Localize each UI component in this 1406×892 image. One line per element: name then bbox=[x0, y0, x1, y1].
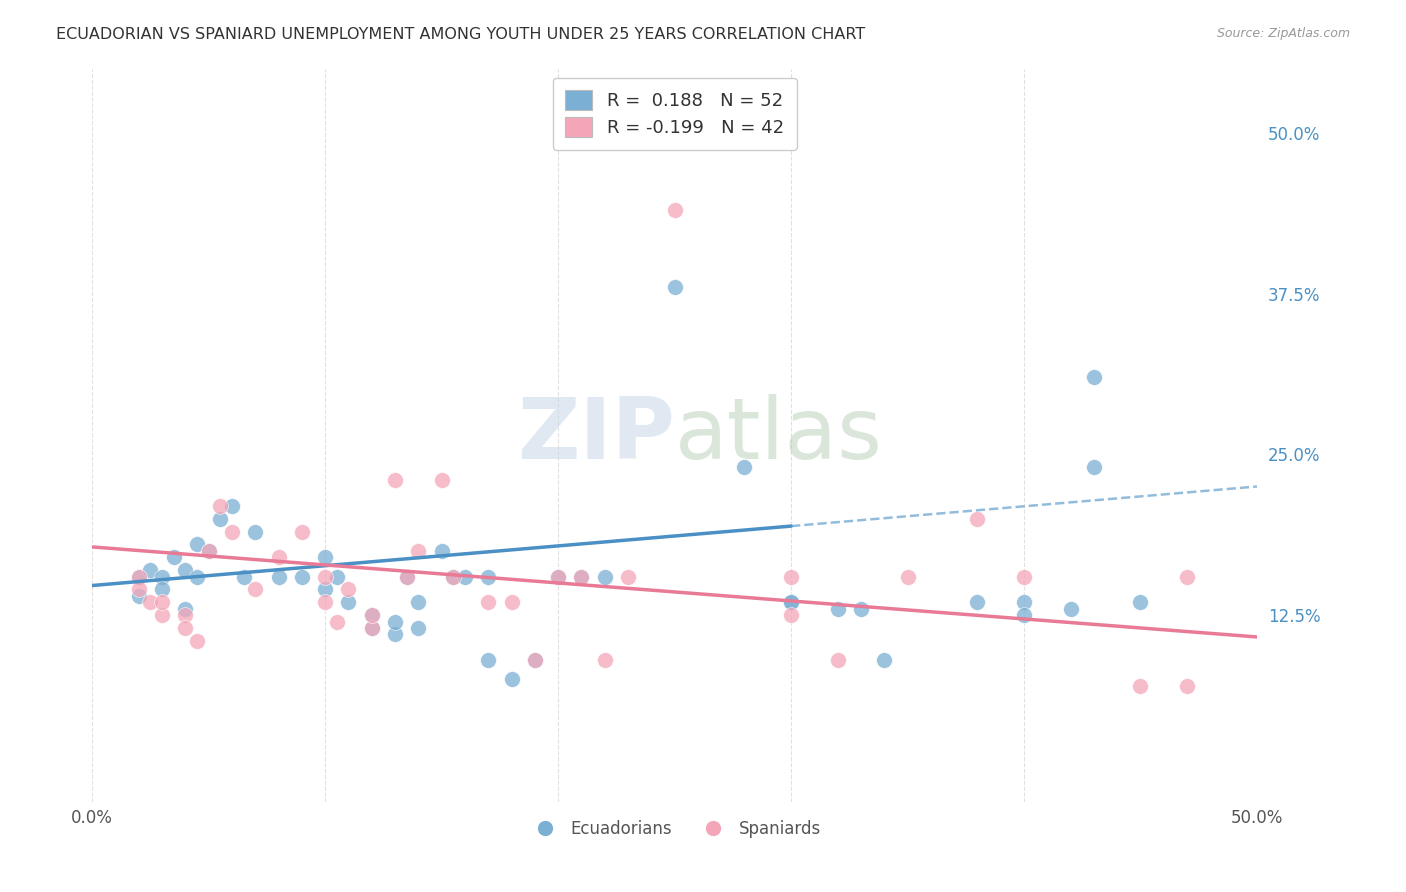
Point bbox=[593, 653, 616, 667]
Point bbox=[139, 595, 162, 609]
Point bbox=[1012, 595, 1035, 609]
Point bbox=[395, 569, 418, 583]
Point bbox=[966, 595, 988, 609]
Point bbox=[896, 569, 918, 583]
Point bbox=[186, 633, 208, 648]
Text: ECUADORIAN VS SPANIARD UNEMPLOYMENT AMONG YOUTH UNDER 25 YEARS CORRELATION CHART: ECUADORIAN VS SPANIARD UNEMPLOYMENT AMON… bbox=[56, 27, 866, 42]
Point bbox=[1129, 595, 1152, 609]
Point bbox=[571, 569, 593, 583]
Point bbox=[523, 653, 546, 667]
Point bbox=[430, 543, 453, 558]
Text: ZIP: ZIP bbox=[517, 393, 675, 476]
Point bbox=[617, 569, 640, 583]
Point bbox=[1083, 460, 1105, 475]
Point bbox=[664, 280, 686, 294]
Point bbox=[314, 550, 336, 565]
Point bbox=[664, 202, 686, 217]
Point bbox=[384, 615, 406, 629]
Point bbox=[454, 569, 477, 583]
Point bbox=[221, 524, 243, 539]
Point bbox=[408, 621, 430, 635]
Point bbox=[477, 569, 499, 583]
Point bbox=[1059, 601, 1081, 615]
Point bbox=[197, 543, 219, 558]
Point bbox=[780, 595, 803, 609]
Point bbox=[571, 569, 593, 583]
Point bbox=[1129, 679, 1152, 693]
Point bbox=[477, 653, 499, 667]
Point bbox=[174, 563, 197, 577]
Point bbox=[384, 473, 406, 487]
Point bbox=[827, 601, 849, 615]
Text: atlas: atlas bbox=[675, 393, 883, 476]
Point bbox=[523, 653, 546, 667]
Point bbox=[337, 595, 360, 609]
Point bbox=[209, 499, 232, 513]
Point bbox=[314, 569, 336, 583]
Point bbox=[430, 473, 453, 487]
Point bbox=[174, 608, 197, 623]
Point bbox=[174, 601, 197, 615]
Point bbox=[150, 608, 173, 623]
Point bbox=[267, 550, 290, 565]
Point bbox=[232, 569, 254, 583]
Point bbox=[245, 524, 267, 539]
Point bbox=[209, 511, 232, 525]
Point bbox=[128, 589, 150, 603]
Point bbox=[360, 608, 382, 623]
Point bbox=[1083, 370, 1105, 384]
Point bbox=[245, 582, 267, 597]
Point bbox=[593, 569, 616, 583]
Point bbox=[186, 569, 208, 583]
Point bbox=[337, 582, 360, 597]
Point bbox=[197, 543, 219, 558]
Point bbox=[326, 615, 349, 629]
Point bbox=[849, 601, 872, 615]
Point bbox=[733, 460, 755, 475]
Point bbox=[221, 499, 243, 513]
Point bbox=[395, 569, 418, 583]
Point bbox=[360, 621, 382, 635]
Point bbox=[139, 563, 162, 577]
Point bbox=[547, 569, 569, 583]
Point bbox=[780, 595, 803, 609]
Point bbox=[501, 595, 523, 609]
Legend: Ecuadorians, Spaniards: Ecuadorians, Spaniards bbox=[522, 814, 827, 845]
Point bbox=[163, 550, 186, 565]
Point bbox=[150, 595, 173, 609]
Point bbox=[1012, 569, 1035, 583]
Point bbox=[360, 621, 382, 635]
Point bbox=[150, 582, 173, 597]
Point bbox=[441, 569, 464, 583]
Point bbox=[501, 673, 523, 687]
Point bbox=[441, 569, 464, 583]
Point bbox=[128, 569, 150, 583]
Point bbox=[384, 627, 406, 641]
Point bbox=[1175, 679, 1198, 693]
Point bbox=[291, 569, 314, 583]
Point bbox=[477, 595, 499, 609]
Point bbox=[314, 595, 336, 609]
Point bbox=[267, 569, 290, 583]
Point bbox=[780, 608, 803, 623]
Point bbox=[780, 569, 803, 583]
Point bbox=[547, 569, 569, 583]
Point bbox=[128, 569, 150, 583]
Point bbox=[150, 569, 173, 583]
Point bbox=[128, 582, 150, 597]
Point bbox=[291, 524, 314, 539]
Point bbox=[174, 621, 197, 635]
Point bbox=[326, 569, 349, 583]
Text: Source: ZipAtlas.com: Source: ZipAtlas.com bbox=[1216, 27, 1350, 40]
Point bbox=[966, 511, 988, 525]
Point bbox=[408, 543, 430, 558]
Point bbox=[827, 653, 849, 667]
Point bbox=[1012, 608, 1035, 623]
Point bbox=[314, 582, 336, 597]
Point bbox=[360, 608, 382, 623]
Point bbox=[408, 595, 430, 609]
Point bbox=[1175, 569, 1198, 583]
Point bbox=[873, 653, 896, 667]
Point bbox=[186, 537, 208, 551]
